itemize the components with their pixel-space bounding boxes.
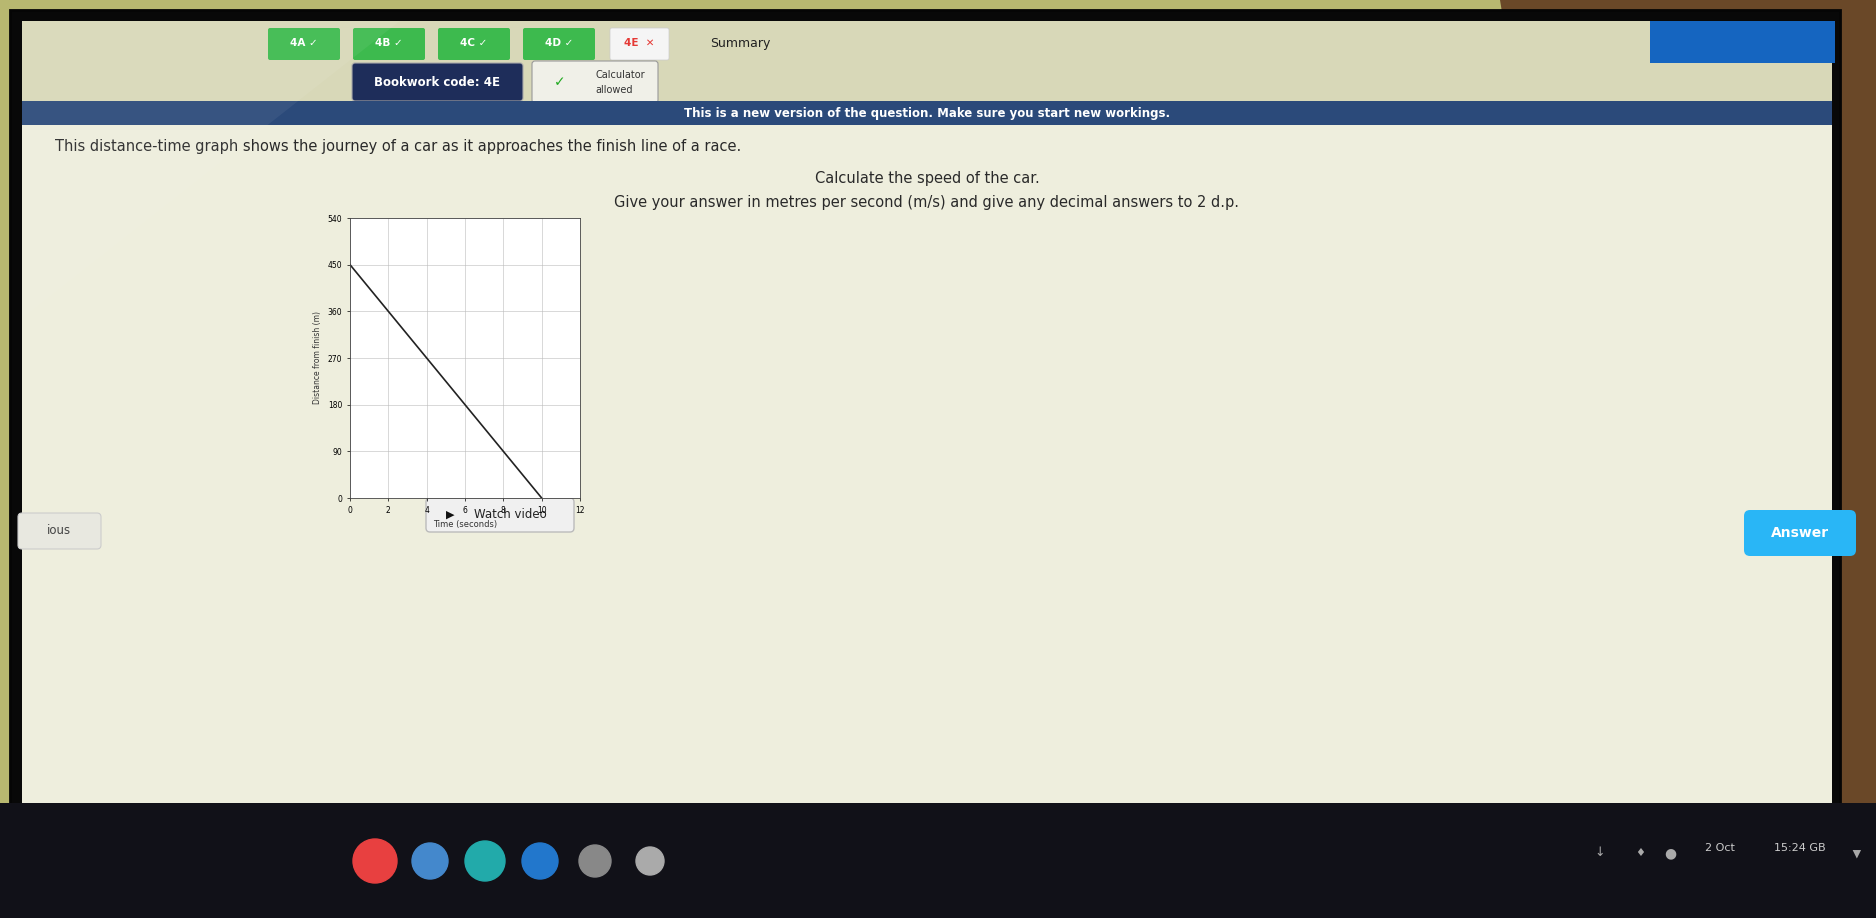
Bar — [23, 21, 1833, 833]
FancyBboxPatch shape — [353, 28, 426, 60]
Text: Bookwork code: 4E: Bookwork code: 4E — [373, 75, 501, 88]
Text: 15:24 GB: 15:24 GB — [1775, 843, 1825, 853]
Text: ▶: ▶ — [446, 510, 454, 520]
Text: 4D ✓: 4D ✓ — [544, 38, 574, 48]
Y-axis label: Distance from finish (m): Distance from finish (m) — [313, 311, 323, 405]
FancyBboxPatch shape — [353, 63, 523, 101]
Circle shape — [413, 843, 448, 879]
FancyBboxPatch shape — [610, 28, 670, 60]
Text: ↓: ↓ — [1595, 846, 1606, 859]
Text: Summary: Summary — [709, 37, 771, 50]
Text: ♦: ♦ — [1636, 848, 1645, 858]
FancyBboxPatch shape — [437, 28, 510, 60]
FancyBboxPatch shape — [533, 61, 658, 103]
Text: ious: ious — [47, 524, 71, 538]
FancyBboxPatch shape — [426, 498, 574, 532]
Text: 2 Oct: 2 Oct — [1705, 843, 1735, 853]
FancyBboxPatch shape — [268, 28, 340, 60]
Text: Answer: Answer — [1771, 526, 1829, 540]
Bar — [0, 838, 1876, 918]
Text: allowed: allowed — [595, 85, 632, 95]
FancyBboxPatch shape — [523, 28, 595, 60]
Circle shape — [636, 847, 664, 875]
FancyBboxPatch shape — [19, 513, 101, 549]
Text: Calculate the speed of the car.: Calculate the speed of the car. — [814, 171, 1039, 185]
Text: 4B ✓: 4B ✓ — [375, 38, 403, 48]
Polygon shape — [1501, 0, 1876, 918]
Circle shape — [353, 839, 398, 883]
Text: Watch video: Watch video — [473, 509, 546, 521]
Bar — [23, 21, 1833, 108]
Circle shape — [580, 845, 612, 877]
Text: 4E  ✕: 4E ✕ — [623, 38, 655, 48]
Text: 4C ✓: 4C ✓ — [460, 38, 488, 48]
Text: This distance-time graph shows the journey of a car as it approaches the finish : This distance-time graph shows the journ… — [54, 139, 741, 153]
Circle shape — [522, 843, 557, 879]
Text: This is a new version of the question. Make sure you start new workings.: This is a new version of the question. M… — [685, 106, 1171, 119]
Text: ▶: ▶ — [1852, 849, 1861, 857]
Bar — [23, 83, 1833, 803]
Bar — [0, 803, 1876, 918]
Text: Calculator: Calculator — [595, 70, 645, 80]
FancyBboxPatch shape — [1745, 510, 1855, 556]
Text: Give your answer in metres per second (m/s) and give any decimal answers to 2 d.: Give your answer in metres per second (m… — [615, 196, 1240, 210]
Bar — [1651, 21, 1835, 63]
Circle shape — [465, 841, 505, 881]
Bar — [23, 101, 1833, 125]
Text: ●: ● — [1664, 846, 1675, 860]
Text: ✓: ✓ — [553, 75, 567, 89]
Bar — [23, 21, 1833, 833]
X-axis label: Time (seconds): Time (seconds) — [433, 521, 497, 529]
Polygon shape — [23, 21, 400, 318]
Text: 4A ✓: 4A ✓ — [291, 38, 317, 48]
